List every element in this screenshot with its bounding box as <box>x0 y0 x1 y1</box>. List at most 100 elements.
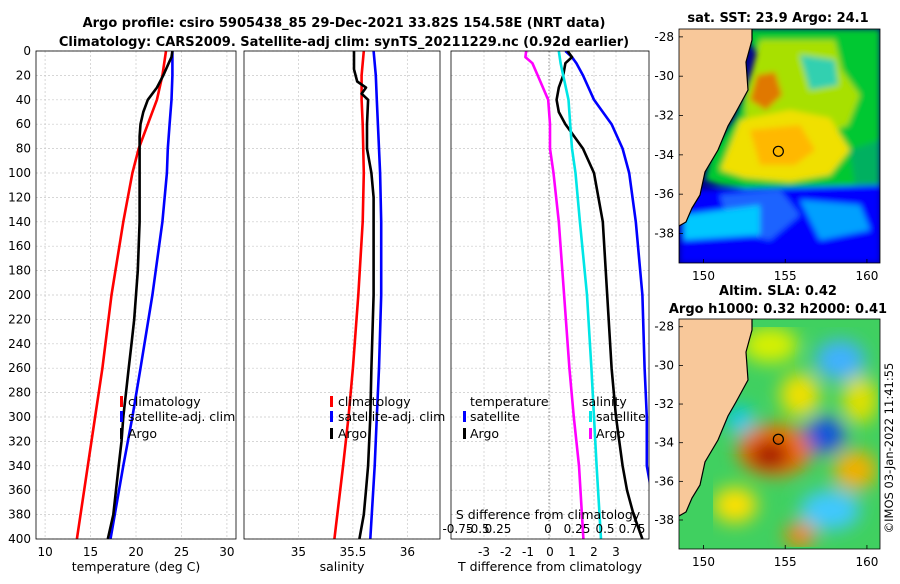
depth-tick-label: 400 <box>8 532 31 546</box>
temperature-axis-label: temperature (deg C) <box>72 559 201 574</box>
map-x-tick-label: 150 <box>692 555 715 569</box>
x-tick-label: 30 <box>219 545 234 559</box>
legend-label-satellite: satellite-adj. clim <box>338 409 445 424</box>
map-y-tick-label: -36 <box>654 187 674 201</box>
legend-swatch-satellite <box>120 411 123 422</box>
figure-title-line1: Argo profile: csiro 5905438_85 29-Dec-20… <box>83 16 606 31</box>
x-tick-label: 35.5 <box>340 545 367 559</box>
legend-swatch-climatology <box>120 396 123 407</box>
sla-map-title-line1: Altim. SLA: 0.42 <box>719 284 837 299</box>
x-tick-label: -3 <box>478 545 490 559</box>
x-tick-label: -1 <box>522 545 534 559</box>
x-tick-label: 25 <box>174 545 189 559</box>
map-x-tick-label: 155 <box>774 269 797 283</box>
salinity-tick-labels: 35 35.5 36 <box>291 545 415 559</box>
sst-coastline <box>679 29 753 227</box>
map-x-tick-label: 155 <box>774 555 797 569</box>
temperature-axes-frame <box>35 50 237 540</box>
sst-map-title: sat. SST: 23.9 Argo: 24.1 <box>687 11 868 26</box>
depth-tick-label: 200 <box>8 288 31 302</box>
depth-tick-label: 380 <box>8 508 31 522</box>
salinity-legend: climatology satellite-adj. clim Argo <box>330 394 445 441</box>
t-difference-tick-labels: -3 -2 -1 0 1 2 3 <box>478 545 620 559</box>
legend-label-climatology: climatology <box>338 394 411 409</box>
legend-label-t-satellite: satellite <box>470 409 520 424</box>
depth-tick-label: 100 <box>8 166 31 180</box>
map-y-tick-label: -28 <box>654 30 674 44</box>
depth-tick-label: 160 <box>8 239 31 253</box>
salinity-axes-frame <box>243 50 441 540</box>
depth-tick-label: 360 <box>8 483 31 497</box>
s-diff-tick-label: 0.5 <box>595 522 614 536</box>
sla-argo-position-marker <box>772 433 784 445</box>
sst-map-panel: sat. SST: 23.9 Argo: 24.1 150 155 160 -28 -3… <box>654 11 881 283</box>
legend-label-climatology: climatology <box>128 394 201 409</box>
legend-label-argo: Argo <box>128 426 157 441</box>
legend-label-s-argo: Argo <box>596 426 625 441</box>
x-tick-label: 36 <box>400 545 415 559</box>
map-y-tick-label: -38 <box>654 227 674 241</box>
sla-land-australia <box>679 319 752 516</box>
map-x-tick-label: 160 <box>855 555 878 569</box>
series-line-s-satellite <box>557 51 603 539</box>
legend-swatch-climatology <box>330 396 333 407</box>
x-tick-label: -2 <box>500 545 512 559</box>
series-line-s-argo <box>524 51 585 539</box>
sla-map-title-line2: Argo h1000: 0.32 h2000: 0.41 <box>669 302 887 317</box>
depth-tick-label: 240 <box>8 337 31 351</box>
depth-tick-label: 120 <box>8 190 31 204</box>
map-y-tick-label: -30 <box>654 69 674 83</box>
depth-tick-label: 20 <box>16 68 31 82</box>
sst-argo-position-marker <box>772 145 784 157</box>
map-y-tick-label: -30 <box>654 358 674 372</box>
s-difference-tick-labels: -0.75-0.50.25 0 0.25 0.5 0.75 <box>442 522 645 536</box>
s-diff-tick-label: 0.75 <box>619 522 646 536</box>
depth-tick-label: 320 <box>8 434 31 448</box>
depth-tick-label: 0 <box>23 44 31 58</box>
legend-label-argo: Argo <box>338 426 367 441</box>
legend-swatch-s-argo <box>589 428 592 439</box>
map-y-tick-label: -36 <box>654 474 674 488</box>
difference-series <box>524 51 649 539</box>
series-line-argo <box>352 51 375 539</box>
x-tick-label: 10 <box>37 545 52 559</box>
x-tick-label: 0 <box>546 545 554 559</box>
x-tick-label: 1 <box>568 545 576 559</box>
temperature-panel: 0 20 40 60 80 100 120 140 160 180 200 220 240 260 280 3… <box>8 44 237 574</box>
sst-land-australia <box>679 29 752 226</box>
depth-tick-label: 60 <box>16 117 31 131</box>
depth-tick-label: 340 <box>8 459 31 473</box>
depth-tick-label: 220 <box>8 312 31 326</box>
map-x-tick-label: 150 <box>692 269 715 283</box>
sla-map-panel: Altim. SLA: 0.42 Argo h1000: 0.32 h2000:… <box>654 284 887 569</box>
depth-tick-labels: 0 20 40 60 80 100 120 140 160 180 200 220 240 260 280 3… <box>8 44 31 546</box>
temperature-tick-labels: 10 15 20 25 30 <box>37 545 234 559</box>
difference-panel: -3 -2 -1 0 1 2 3 T difference from climatology… <box>442 50 650 574</box>
timestamp-stamp: ©IMOS 03-Jan-2022 11:41:55 <box>882 363 896 534</box>
x-tick-label: 2 <box>590 545 598 559</box>
depth-tick-label: 280 <box>8 386 31 400</box>
sla-map-tick-labels: 150 155 160 -28 -30 -32 -34 -36 -38 <box>654 320 878 569</box>
depth-tick-label: 80 <box>16 142 31 156</box>
s-diff-tick-label: 0 <box>544 522 552 536</box>
legend-swatch-argo <box>330 428 333 439</box>
map-y-tick-label: -34 <box>654 148 674 162</box>
legend-title-salinity: salinity <box>582 394 627 409</box>
map-y-tick-label: -32 <box>654 397 674 411</box>
temperature-legend: climatology satellite-adj. clim Argo <box>120 394 235 441</box>
s-diff-tick-label: 0.25 <box>564 522 591 536</box>
map-y-tick-label: -28 <box>654 320 674 334</box>
s-diff-tick-label: -0.5 <box>466 522 489 536</box>
salinity-series <box>333 51 383 539</box>
legend-label-t-argo: Argo <box>470 426 499 441</box>
sla-coastline <box>679 319 753 517</box>
depth-tick-label: 180 <box>8 264 31 278</box>
legend-swatch-t-argo <box>463 428 466 439</box>
depth-tick-label: 140 <box>8 215 31 229</box>
legend-swatch-s-satellite <box>589 411 592 422</box>
s-diff-tick-label: 0.25 <box>485 522 512 536</box>
figure-title-line2: Climatology: CARS2009. Satellite-adj cli… <box>59 35 629 50</box>
x-tick-label: 35 <box>291 545 306 559</box>
